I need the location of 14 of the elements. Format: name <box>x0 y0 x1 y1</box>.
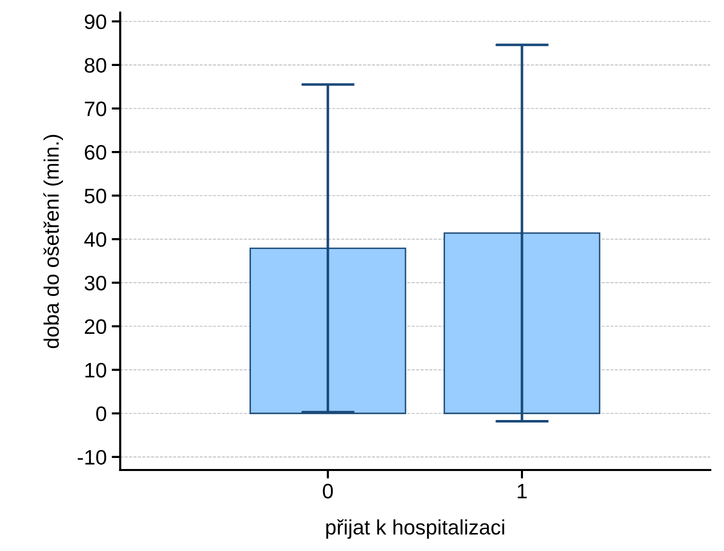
y-tick-label: 40 <box>84 232 106 247</box>
y-tick-label: -10 <box>78 450 106 465</box>
x-axis-title: přijat k hospitalizaci <box>326 519 504 539</box>
y-tick-label: 50 <box>84 188 106 204</box>
y-tick-label: 90 <box>84 14 106 30</box>
y-axis-title: doba do ošetření (min.) <box>43 134 63 348</box>
y-tick-label: 20 <box>84 319 106 334</box>
y-tick-label: 60 <box>84 145 106 160</box>
y-tick-label: 10 <box>85 362 106 378</box>
y-tick-label: 70 <box>84 101 106 116</box>
x-tick-label: 1 <box>518 484 527 498</box>
y-tick-label: 0 <box>96 406 106 422</box>
y-tick-label: 30 <box>84 276 106 290</box>
y-tick-label: 80 <box>84 58 106 73</box>
